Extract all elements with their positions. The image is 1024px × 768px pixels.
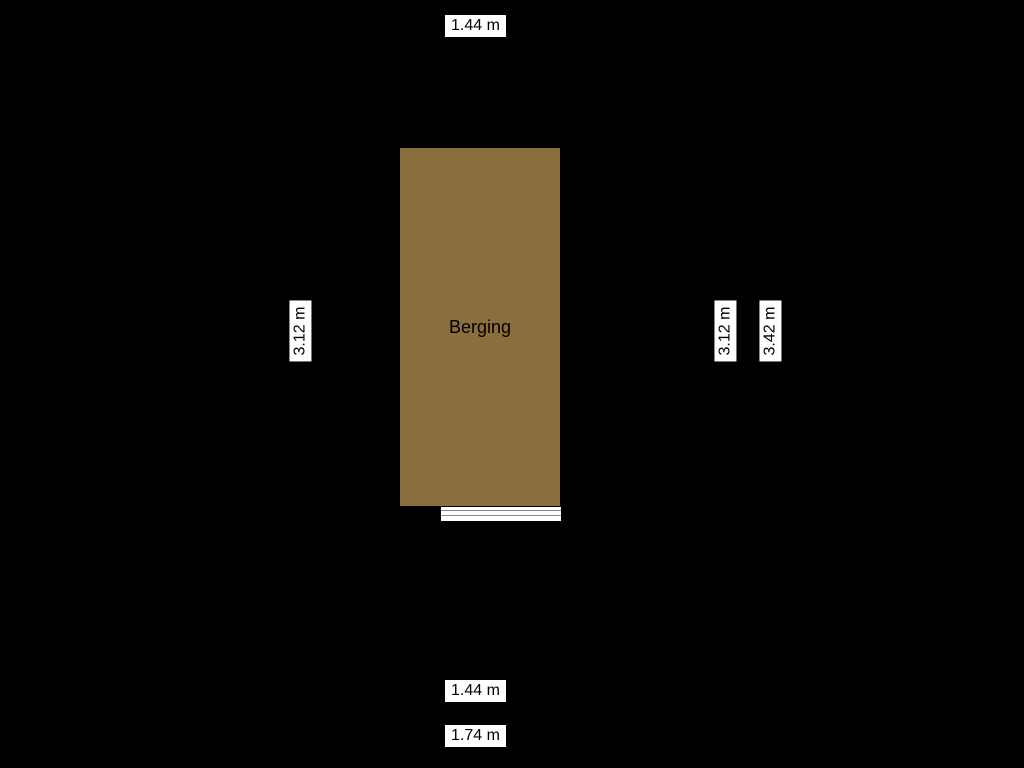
dimension-right-outer: 3.42 m [759, 301, 781, 362]
room-berging: Berging [400, 148, 560, 506]
room-label: Berging [449, 317, 511, 338]
dimension-top-inner: 1.44 m [445, 15, 506, 37]
dimension-bottom-outer: 1.74 m [445, 725, 506, 747]
dimension-right-inner: 3.12 m [714, 301, 736, 362]
door [440, 506, 562, 522]
dimension-bottom-inner: 1.44 m [445, 680, 506, 702]
dimension-left-inner: 3.12 m [289, 301, 311, 362]
